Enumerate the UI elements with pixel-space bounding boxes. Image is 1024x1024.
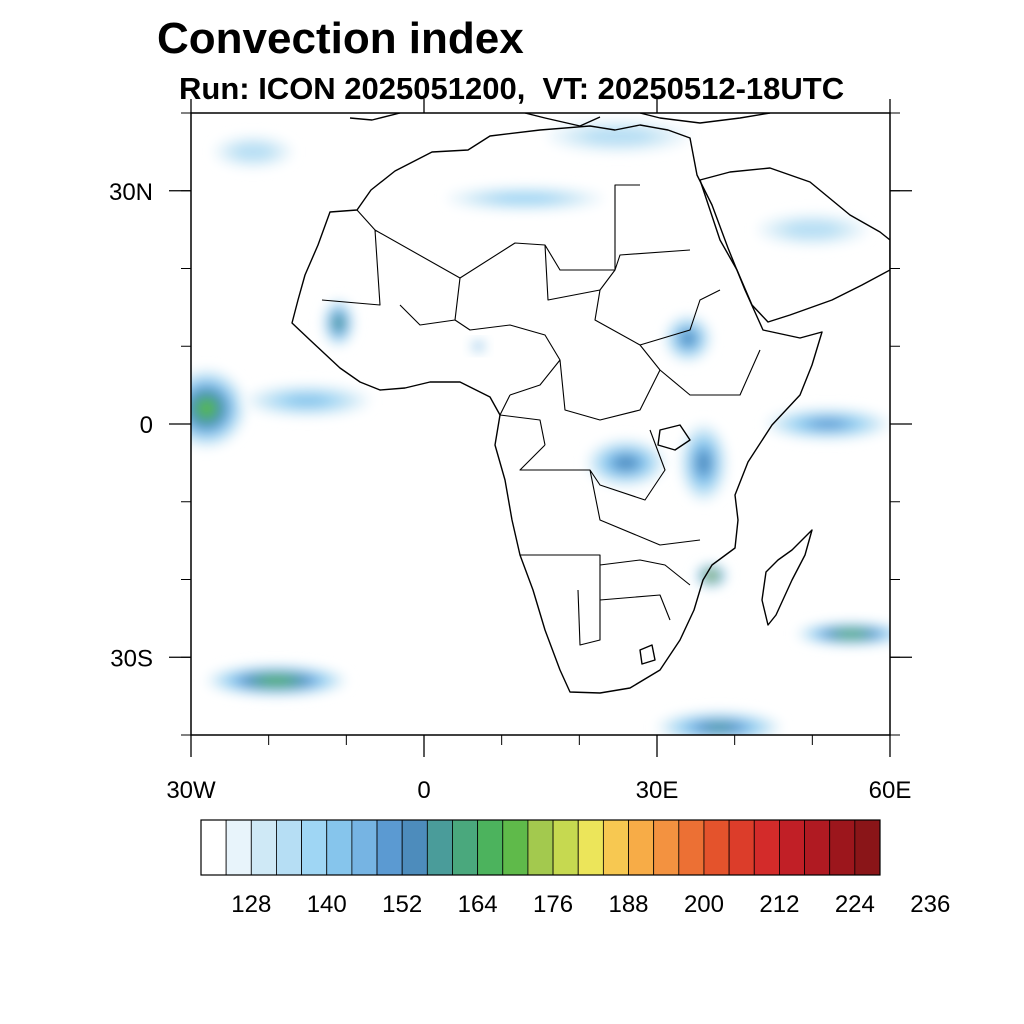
colorbar-label: 212 xyxy=(759,891,799,918)
colorbar-swatch xyxy=(401,819,428,876)
convection-contour xyxy=(233,144,273,160)
convection-area-mediterranean xyxy=(548,120,689,152)
africa-coastline xyxy=(291,124,823,694)
convection-contour xyxy=(617,457,635,469)
border-lines xyxy=(321,184,761,646)
colorbar-swatch xyxy=(728,819,755,876)
colorbar-swatch xyxy=(351,819,378,876)
convection-area-arabian-band xyxy=(757,214,867,246)
convection-area-indian-ocean xyxy=(765,408,890,440)
chart-subtitle: Run: ICON 2025051200, VT: 20250512-18UTC xyxy=(179,71,845,106)
colorbar-swatch xyxy=(225,819,252,876)
convection-area-ethiopia-cell xyxy=(664,315,712,362)
colorbar-frame xyxy=(200,819,881,876)
colorbar-swatch xyxy=(653,819,680,876)
colorbar-label: 176 xyxy=(533,891,573,918)
colorbar-swatch xyxy=(829,819,856,876)
lesotho-outline xyxy=(639,644,656,665)
convection-area-east-africa xyxy=(680,424,727,502)
colorbar-swatch xyxy=(577,819,604,876)
x-tick-label: 0 xyxy=(417,777,430,804)
colorbar-swatch xyxy=(804,819,831,876)
colorbar-label: 200 xyxy=(684,891,724,918)
colorbar-swatch xyxy=(376,819,403,876)
colorbar-swatch xyxy=(602,819,629,876)
colorbar-swatch xyxy=(678,819,705,876)
colorbar-label: 128 xyxy=(231,891,271,918)
colorbar-swatch xyxy=(326,819,353,876)
colorbar-label: 188 xyxy=(608,891,648,918)
colorbar-swatch xyxy=(301,819,328,876)
convection-area-atlantic-north xyxy=(214,136,292,168)
lake-victoria xyxy=(657,424,691,451)
convection-area-nigeria-cell xyxy=(470,340,487,352)
colorbar-swatch xyxy=(527,819,554,876)
convection-area-gulf-of-guinea-band xyxy=(245,385,370,417)
y-tick-label: 0 xyxy=(140,412,153,439)
x-tick-label: 60E xyxy=(869,777,912,804)
colorbar-swatch xyxy=(779,819,805,876)
colorbar-label: 164 xyxy=(458,891,498,918)
colorbar-swatch xyxy=(477,819,504,876)
colorbar-swatch xyxy=(276,819,302,876)
colorbar-swatch xyxy=(628,819,655,876)
madagascar-coastline xyxy=(761,529,813,626)
colorbar-swatch xyxy=(452,819,479,876)
convection-area-gulf-of-guinea-west xyxy=(191,369,246,448)
convection-contour xyxy=(583,128,654,145)
convection-area-sahara-band xyxy=(447,186,603,211)
convection-contour xyxy=(200,402,213,415)
axis-ticks: 30W 0 30E 60E 30N 0 30S xyxy=(109,99,912,804)
colorbar-swatch xyxy=(854,819,881,876)
x-tick-label: 30E xyxy=(636,777,679,804)
colorbar-label: 152 xyxy=(382,891,422,918)
convection-contour xyxy=(842,632,860,636)
convection-contour xyxy=(265,678,288,683)
convection-contour xyxy=(476,345,481,348)
convection-area-west-africa-cell xyxy=(323,299,355,347)
colorbar-label: 224 xyxy=(835,891,875,918)
y-tick-label: 30N xyxy=(109,179,153,206)
colorbar: 128 140 152 164 176 188 200 212 224 236 xyxy=(200,819,950,918)
convection-area-mozambique-cell xyxy=(695,563,727,588)
colorbar-swatch xyxy=(502,819,529,876)
colorbar-swatch xyxy=(753,819,780,876)
convection-contour xyxy=(706,724,732,731)
convection-area-south-indian-ocean xyxy=(657,711,782,735)
colorbar-swatch xyxy=(552,819,579,876)
colorbar-swatch xyxy=(426,819,453,876)
convection-contour xyxy=(286,395,329,406)
x-tick-label: 30W xyxy=(166,777,216,804)
convection-area-congo-basin xyxy=(587,439,665,487)
convection-contour xyxy=(682,333,694,344)
y-tick-label: 30S xyxy=(110,645,153,672)
convection-contour xyxy=(709,574,714,577)
convection-contour xyxy=(698,454,709,472)
arabia-coastline xyxy=(699,167,890,323)
colorbar-label: 236 xyxy=(910,891,950,918)
coastlines xyxy=(291,113,890,694)
convection-contour xyxy=(493,193,557,204)
colorbar-label: 140 xyxy=(307,891,347,918)
convection-contour xyxy=(812,420,844,428)
colorbar-swatch xyxy=(200,819,227,876)
convection-area-madagascar-band xyxy=(796,622,890,646)
convection-field xyxy=(191,120,890,735)
colorbar-swatch xyxy=(703,819,730,876)
convection-area-south-atlantic-band xyxy=(206,665,347,697)
colorbar-swatch xyxy=(250,819,277,876)
convection-contour xyxy=(335,318,342,328)
convection-contour xyxy=(785,221,840,238)
chart-title: Convection index xyxy=(157,14,524,63)
europe-coastline xyxy=(349,113,771,127)
